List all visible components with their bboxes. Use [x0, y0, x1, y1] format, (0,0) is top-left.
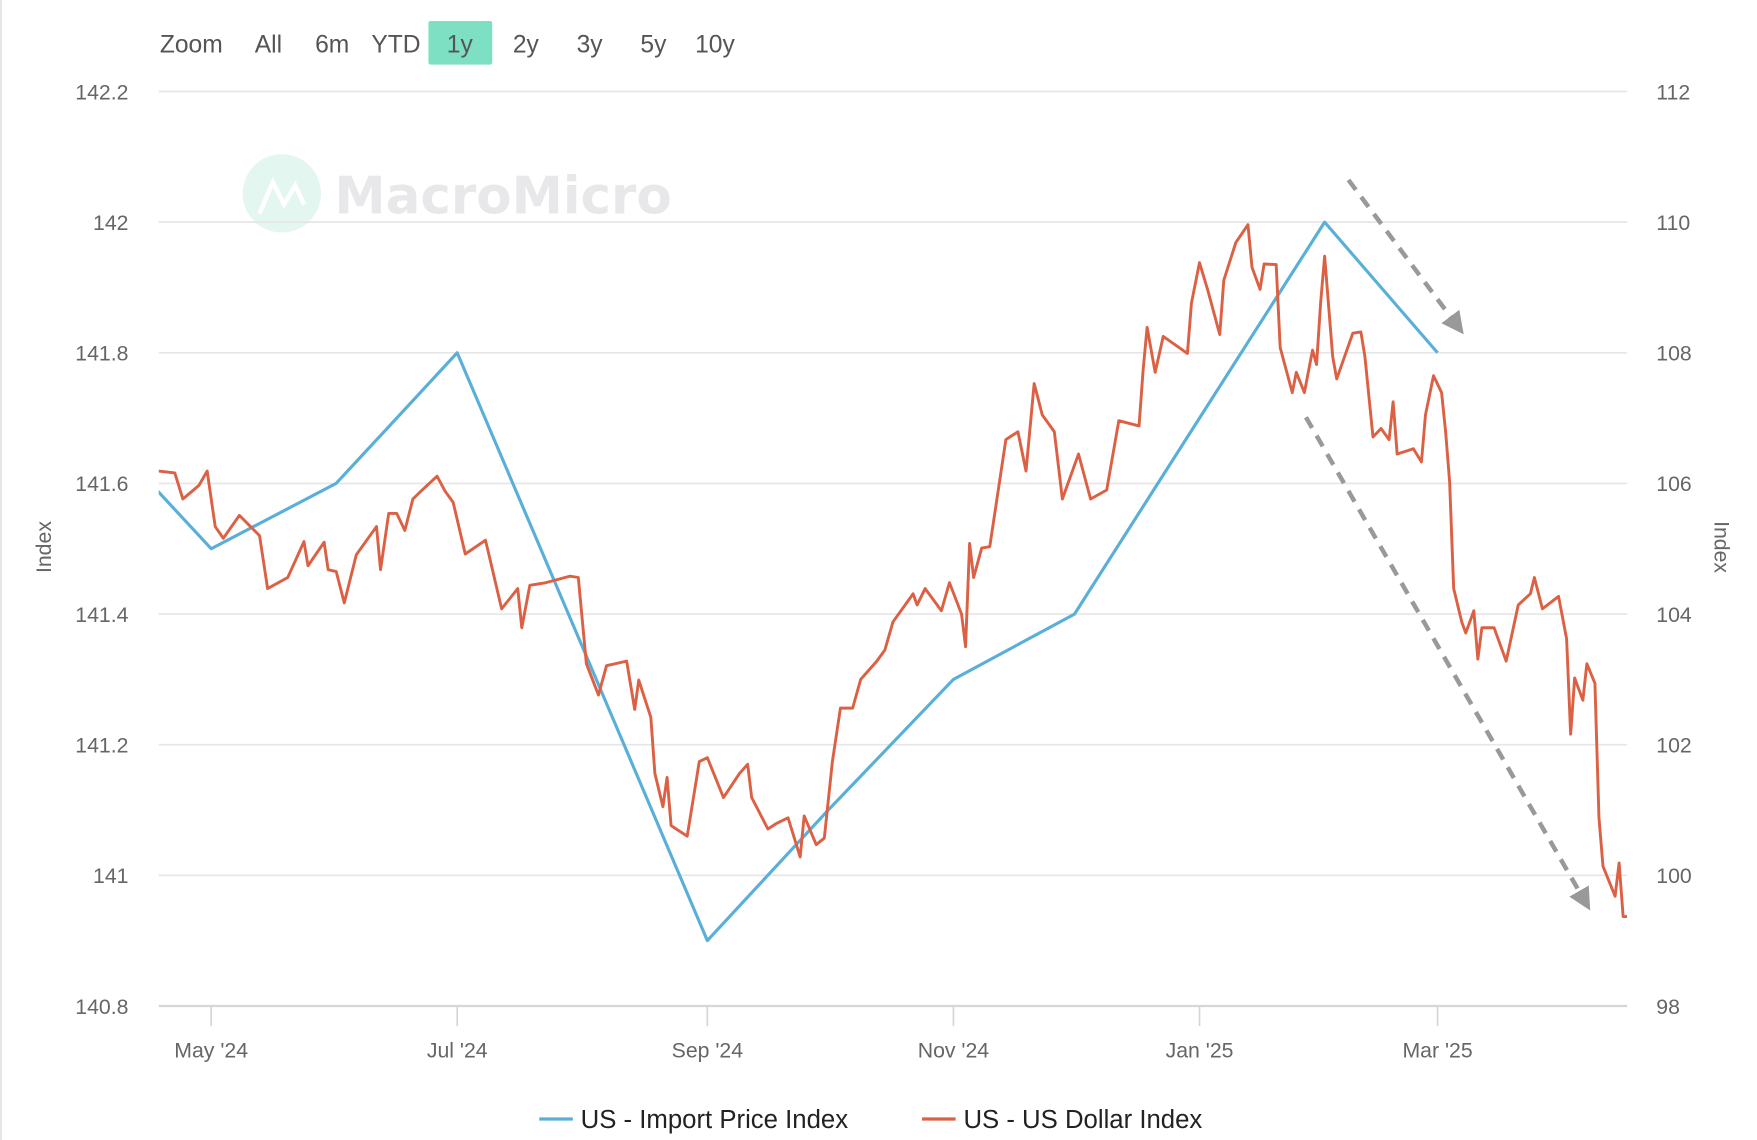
- x-tick-label: May '24: [174, 1038, 248, 1062]
- watermark-text: MacroMicro: [334, 167, 671, 227]
- left-tick-label: 141.4: [75, 603, 128, 627]
- macromicro-watermark: MacroMicro: [242, 154, 672, 233]
- right-tick-label: 112: [1656, 80, 1690, 104]
- range-button-highlight: [428, 21, 493, 65]
- range-zoom-label: Zoom: [160, 31, 223, 58]
- left-tick-label: 142: [93, 211, 128, 235]
- range-button-all[interactable]: All: [255, 31, 282, 58]
- range-button-label: 3y: [577, 31, 604, 58]
- legend-item-import-price[interactable]: US - Import Price Index: [539, 1106, 848, 1134]
- series-dollar-index: [158, 223, 1628, 918]
- range-button-label: YTD: [371, 31, 420, 58]
- range-button-label: All: [255, 31, 282, 58]
- range-button-label: 5y: [640, 31, 667, 58]
- series-import-price: [158, 220, 1439, 943]
- range-button-label: 10y: [695, 31, 735, 58]
- range-button-10y[interactable]: 10y: [695, 31, 735, 58]
- x-tick-label: Sep '24: [672, 1038, 744, 1062]
- right-tick-label: 102: [1656, 734, 1691, 758]
- range-button-label: 1y: [447, 31, 474, 58]
- right-axis-title: Index: [1709, 521, 1733, 573]
- x-tick-label: Mar '25: [1402, 1038, 1472, 1062]
- right-tick-label: 106: [1656, 472, 1691, 496]
- legend: US - Import Price Index US - US Dollar I…: [539, 1106, 1202, 1134]
- right-tick-label: 98: [1656, 995, 1680, 1019]
- annotation-arrow-upper: [1346, 178, 1464, 335]
- x-tick-label: Nov '24: [918, 1038, 990, 1062]
- right-tick-label: 104: [1656, 603, 1692, 627]
- range-button-5y[interactable]: 5y: [640, 31, 667, 58]
- series-line: [158, 223, 1628, 918]
- left-tick-label: 142.2: [75, 80, 128, 104]
- x-tick-label: Jan '25: [1166, 1038, 1234, 1062]
- range-button-label: 2y: [513, 31, 540, 58]
- range-selector: Zoom All 6m YTD 1y 2y 3y 5y 10y: [160, 21, 735, 65]
- range-button-label: 6m: [315, 31, 349, 58]
- range-button-2y[interactable]: 2y: [513, 31, 540, 58]
- range-button-1y[interactable]: 1y: [428, 21, 493, 65]
- right-tick-label: 110: [1656, 211, 1690, 235]
- range-button-ytd[interactable]: YTD: [371, 31, 420, 58]
- range-button-3y[interactable]: 3y: [577, 31, 604, 58]
- right-tick-label: 100: [1656, 864, 1691, 888]
- watermark-chart-icon: [257, 176, 307, 215]
- legend-label-import-price: US - Import Price Index: [581, 1106, 849, 1134]
- left-tick-label: 141.6: [75, 472, 128, 496]
- x-tick-label: Jul '24: [427, 1038, 488, 1062]
- left-tick-label: 141.8: [75, 342, 128, 366]
- legend-item-dollar-index[interactable]: US - US Dollar Index: [922, 1106, 1202, 1134]
- legend-label-dollar-index: US - US Dollar Index: [963, 1106, 1202, 1134]
- left-tick-label: 141.2: [75, 734, 128, 758]
- left-tick-label: 140.8: [75, 995, 128, 1019]
- left-axis-title: Index: [32, 521, 56, 573]
- watermark-logo-icon: [242, 154, 321, 233]
- range-button-6m[interactable]: 6m: [315, 31, 349, 58]
- right-tick-label: 108: [1656, 342, 1691, 366]
- annotation-arrow-lower: [1303, 416, 1591, 911]
- series-line: [158, 220, 1439, 943]
- left-tick-label: 141: [93, 864, 128, 888]
